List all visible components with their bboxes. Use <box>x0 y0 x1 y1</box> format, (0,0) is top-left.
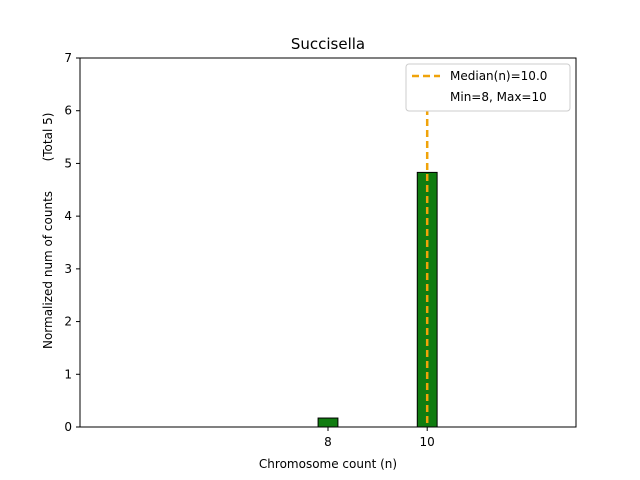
x-tick-label-8: 8 <box>324 435 332 449</box>
chart-title: Succisella <box>291 35 365 53</box>
y-tick-label-7: 7 <box>64 51 72 65</box>
legend: Median(n)=10.0 Min=8, Max=10 <box>405 63 571 112</box>
y-axis-label: Normalized num of counts <box>41 191 55 349</box>
x-axis-label: Chromosome count (n) <box>259 457 397 471</box>
x-ticks: 8 10 <box>324 427 435 449</box>
y-tick-label-2: 2 <box>64 315 72 329</box>
legend-box <box>405 63 571 112</box>
legend-entry-min-max: Min=8, Max=10 <box>450 90 547 104</box>
y-tick-label-5: 5 <box>64 156 72 170</box>
bar-8 <box>317 417 339 428</box>
legend-entry-median: Median(n)=10.0 <box>450 69 547 83</box>
y-tick-label-4: 4 <box>64 209 72 223</box>
y-tick-label-1: 1 <box>64 367 72 381</box>
x-tick-label-10: 10 <box>420 435 435 449</box>
y-tick-label-6: 6 <box>64 104 72 118</box>
y-axis-total-label: (Total 5) <box>41 113 55 162</box>
y-tick-label-3: 3 <box>64 262 72 276</box>
y-tick-label-0: 0 <box>64 420 72 434</box>
y-ticks: 0 1 2 3 4 5 6 7 <box>64 51 80 434</box>
